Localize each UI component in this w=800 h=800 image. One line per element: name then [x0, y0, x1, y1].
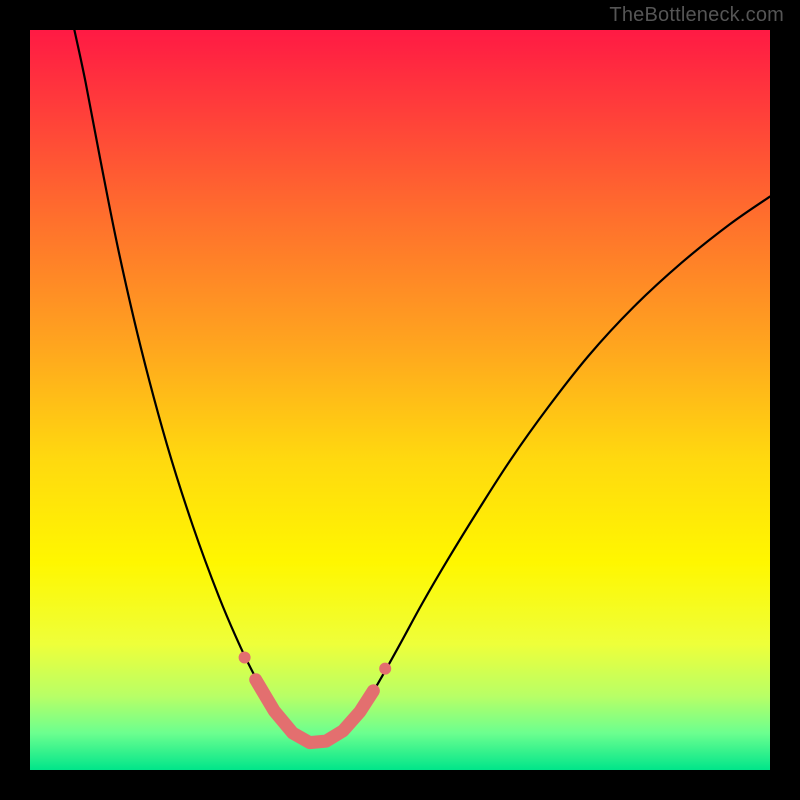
watermark-text: TheBottleneck.com: [609, 4, 784, 27]
chart-plot-area: [30, 30, 770, 770]
highlighted-minimum-segment: [30, 30, 770, 770]
